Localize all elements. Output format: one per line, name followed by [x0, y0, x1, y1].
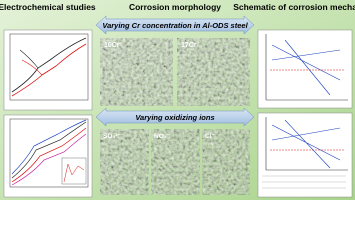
polarization-plots: [3, 29, 93, 198]
image-label: 10Cr: [104, 42, 120, 49]
schematics: [257, 29, 353, 198]
image-label: NO₃⁻: [154, 133, 171, 140]
image-label: Cl⁻: [205, 133, 216, 140]
bottom-banner: Varying oxidizing ions: [95, 107, 255, 127]
left-title: Electrochemical studies: [0, 2, 96, 12]
image-label: SO₄²⁻: [103, 133, 122, 140]
top-banner: Varying Cr concentration in Al-ODS steel: [95, 15, 255, 35]
banner-text: Varying Cr concentration in Al-ODS steel: [102, 21, 248, 30]
image-label: 17Cr: [181, 42, 197, 49]
graphical-abstract: Electrochemical studies Corrosion morpho…: [0, 0, 355, 200]
sem-top: 10Cr 17Cr: [100, 38, 250, 106]
right-title: Schematic of corrosion mechanism: [233, 2, 355, 12]
sem-bottom: SO₄²⁻ NO₃⁻ Cl⁻: [100, 129, 250, 195]
banner-text: Varying oxidizing ions: [135, 113, 214, 122]
center-title: Corrosion morphology: [129, 2, 221, 12]
